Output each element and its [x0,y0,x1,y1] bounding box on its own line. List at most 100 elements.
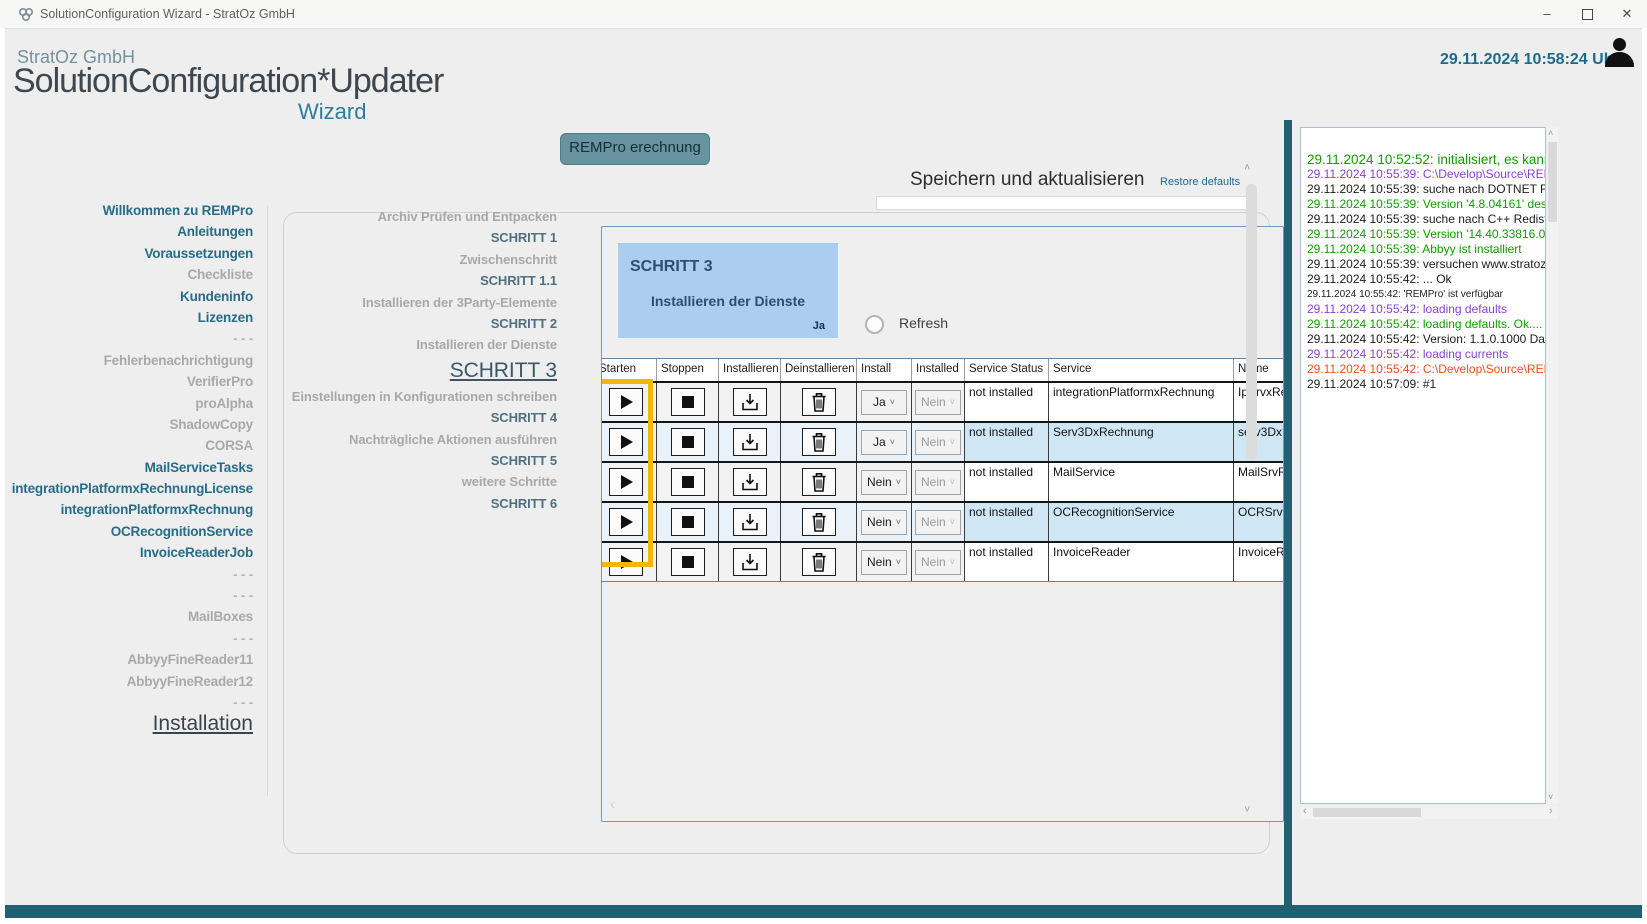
chevron-down-icon: ˅ [949,557,955,567]
bottom-accent-bar [5,905,1642,918]
trash-icon [812,433,825,452]
page-subtitle: Wizard [298,99,367,124]
install-icon [741,514,758,531]
log-hscrollbar-thumb[interactable] [1313,808,1421,817]
step-item-label: Installieren der Dienste [416,337,557,353]
sidebar-item-installation[interactable]: Installation [152,712,253,735]
step-item-schritt-1-1[interactable]: SCHRITT 1.1 [290,270,557,291]
service-cell: Serv3DxRechnung [1049,423,1234,461]
log-line: 29.11.2024 10:57:09: #1 [1307,377,1437,391]
stop-button[interactable] [670,388,705,416]
sidebar-item-label: MailBoxes [188,609,253,625]
step-item-schritt-2[interactable]: SCHRITT 2 [290,313,557,334]
sidebar-item-invoicereaderjob[interactable]: InvoiceReaderJob [0,542,253,563]
step-card-title: SCHRITT 3 [630,258,713,275]
table-header-deinstallieren: Deinstallieren [781,359,857,381]
table-header-service-status: Service Status [965,359,1049,381]
sidebar-item-integrationplatformxrechnung[interactable]: integrationPlatformxRechnung [0,499,254,520]
window-title: SolutionConfiguration Wizard - StratOz G… [40,7,295,21]
step-item-schritt-5[interactable]: SCHRITT 5 [290,450,557,471]
log-scroll-up-icon[interactable]: ˄ [1548,128,1554,138]
play-icon [621,435,633,449]
scroll-up-icon[interactable]: ˄ [1244,162,1251,174]
sidebar-item-verifierpro: VerifierPro [0,371,253,392]
refresh-radio[interactable] [865,315,884,334]
uninstall-button[interactable] [801,388,836,416]
solution-tab-button[interactable]: REMPro erechnung [560,133,710,165]
start-button[interactable] [608,388,643,416]
installed-select-value: Nein [921,515,946,529]
close-button[interactable]: ✕ [1621,6,1633,21]
install-select[interactable]: Ja ˅ [861,389,907,415]
start-button[interactable] [608,468,643,496]
trash-icon [812,473,825,492]
user-icon[interactable] [1604,38,1636,68]
sidebar-item-integrationplatformxrechnunglicense[interactable]: integrationPlatformxRechnungLicense [0,478,253,499]
play-icon [621,555,633,569]
step-item-zwischenschritt: Zwischenschritt [290,249,558,270]
install-button[interactable] [732,508,767,536]
stop-button[interactable] [670,428,705,456]
install-select[interactable]: Nein ˅ [861,549,907,575]
log-scrollbar-thumb[interactable] [1548,142,1557,222]
install-select[interactable]: Nein ˅ [861,509,907,535]
install-button[interactable] [732,548,767,576]
start-button[interactable] [608,508,643,536]
sidebar-item-willkommen-zu-rempro[interactable]: Willkommen zu REMPro [0,200,254,221]
uninstall-button[interactable] [801,508,836,536]
step-item-schritt-6[interactable]: SCHRITT 6 [290,493,557,514]
sidebar-item-ocrecognitionservice[interactable]: OCRecognitionService [0,521,253,542]
user-icon-head [1613,38,1626,51]
uninstall-button[interactable] [801,468,836,496]
sidebar-item-mailservicetasks[interactable]: MailServiceTasks [0,457,254,478]
install-button[interactable] [732,468,767,496]
log-line: 29.11.2024 10:55:39: versuchen www.strat… [1307,257,1546,271]
step-item-schritt-4[interactable]: SCHRITT 4 [290,407,557,428]
sidebar-item-lizenzen[interactable]: Lizenzen [0,307,254,328]
sidebar-item-anleitungen[interactable]: Anleitungen [0,221,253,242]
log-line: 29.11.2024 10:55:42: 'REMPro' ist verfüg… [1307,289,1503,300]
sidebar-separator: - - - [0,692,253,713]
sidebar-item-label: InvoiceReaderJob [139,545,253,561]
step-item-schritt-3[interactable]: SCHRITT 3 [290,356,557,386]
sidebar-separator: - - - [0,585,253,606]
user-icon-body [1605,52,1634,67]
chevron-left-icon[interactable]: ‹ [610,796,615,813]
stop-button[interactable] [670,508,705,536]
vertical-divider [1284,120,1292,905]
main-scrollbar-thumb[interactable] [1246,184,1257,460]
stop-button[interactable] [670,468,705,496]
log-scroll-left-icon[interactable]: ‹ [1303,805,1307,817]
sidebar-item-label: OCRecognitionService [110,523,253,539]
scroll-down-icon[interactable]: ˅ [1244,804,1251,816]
sidebar-item-voraussetzungen[interactable]: Voraussetzungen [0,243,253,264]
installed-select: Nein ˅ [915,469,961,495]
sidebar-item-checkliste: Checkliste [0,264,253,285]
progress-strip [876,196,1249,210]
install-button[interactable] [732,428,767,456]
sidebar-item-label: AbbyyFineReader12 [126,673,254,689]
minimize-button[interactable]: – [1543,6,1551,21]
install-button[interactable] [732,388,767,416]
table-header-stoppen: Stoppen [657,359,719,381]
uninstall-button[interactable] [801,428,836,456]
log-scroll-down-icon[interactable]: ˅ [1548,792,1554,802]
install-select-value: Nein [867,555,892,569]
start-button[interactable] [608,548,643,576]
service-cell: MailService [1049,463,1234,501]
stop-button[interactable] [670,548,705,576]
sidebar-item-kundeninfo[interactable]: Kundeninfo [0,286,253,307]
uninstall-button[interactable] [801,548,836,576]
log-scroll-right-icon[interactable]: › [1549,805,1553,817]
install-select[interactable]: Ja ˅ [861,429,907,455]
sidebar-item-label: CORSA [205,438,253,454]
maximize-button[interactable] [1567,0,1607,28]
log-vertical-scrollbar[interactable] [1547,127,1558,804]
start-button[interactable] [608,428,643,456]
title-bar: SolutionConfiguration Wizard - StratOz G… [0,0,1647,28]
step-item-schritt-1[interactable]: SCHRITT 1 [290,227,557,248]
service-status-cell: not installed [965,503,1049,541]
install-select[interactable]: Nein ˅ [861,469,907,495]
restore-defaults-link[interactable]: Restore defaults [1160,176,1241,188]
